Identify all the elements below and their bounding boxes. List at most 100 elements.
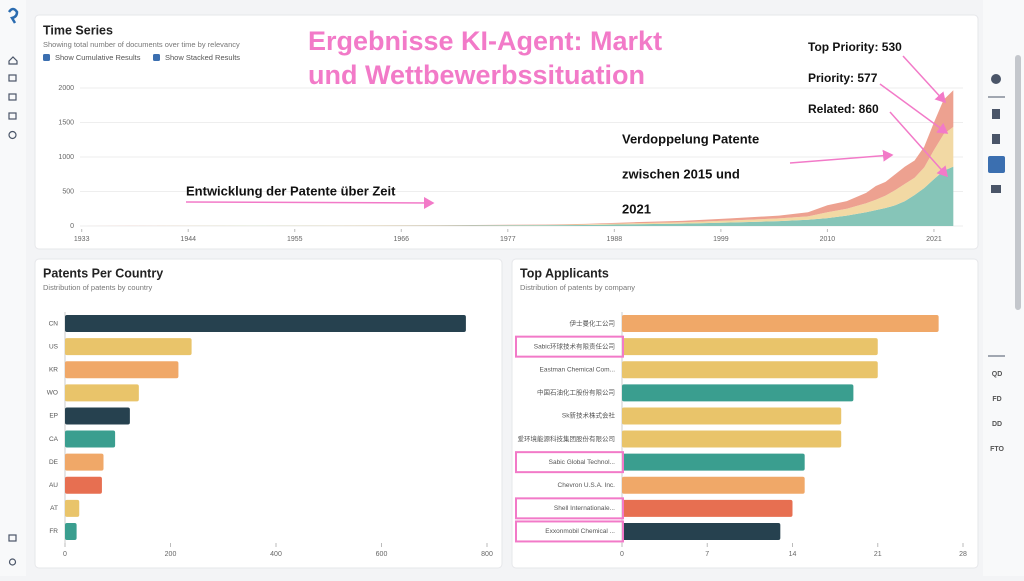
info-icon[interactable] [991,74,1001,84]
category-label: DE [49,459,59,466]
side-tab[interactable]: QD [992,371,1003,378]
bar [622,361,878,379]
x-tick-label: 800 [481,551,493,558]
bar [65,476,102,494]
bar [65,338,192,356]
x-tick-label: 0 [620,551,624,558]
side-tab[interactable]: FTO [990,446,1004,453]
highlight-box [515,451,624,474]
globe-icon[interactable] [8,130,17,140]
category-label: EP [49,413,58,420]
list-icon[interactable] [8,74,17,82]
bar [622,453,805,471]
x-tick-label: 2021 [926,236,942,243]
category-label: Shell Internationale... [554,505,615,512]
country-card [34,258,503,569]
x-tick-label: 200 [165,551,177,558]
category-label: CN [49,320,59,327]
x-tick-label: 2010 [820,236,836,243]
chart-title: Patents Per Country [43,266,163,280]
category-label: 伊士曼化工公司 [570,318,616,327]
check-doc-icon[interactable] [992,134,1000,144]
annotation: 2021 [622,201,651,216]
doc-icon[interactable] [992,109,1000,119]
side-tab[interactable]: DD [992,421,1002,428]
annotation: Verdoppelung Patente [622,131,759,146]
bar [622,522,781,540]
x-tick-label: 1955 [287,236,303,243]
highlight-box [515,520,624,543]
category-label: FR [49,528,58,535]
bar [65,384,139,402]
category-label: Sk新技术株式会社 [562,411,616,420]
y-tick-label: 2000 [58,85,74,92]
annotation: Top Priority: 530 [808,40,902,54]
annotation: Priority: 577 [808,71,878,85]
doc-icon[interactable] [8,93,17,101]
x-tick-label: 7 [705,551,709,558]
x-tick-label: 400 [270,551,282,558]
org-icon[interactable] [8,112,17,120]
area [81,166,954,226]
checkbox[interactable] [153,54,160,61]
scrollbar[interactable] [1015,55,1021,310]
x-tick-label: 21 [874,551,882,558]
x-tick-label: 1966 [393,236,409,243]
bar [65,522,77,540]
category-label: Chevron U.S.A. Inc. [558,482,616,489]
annotation: zwischen 2015 und [622,166,740,181]
x-tick-label: 1933 [74,236,90,243]
arrow [789,149,894,164]
category-label: WO [47,390,58,397]
arrow [879,83,949,134]
highlight-box [515,497,624,520]
category-label: CA [49,436,59,443]
chart-subtitle: Showing total number of documents over t… [43,40,240,49]
chat-icon[interactable] [991,185,1001,193]
logo[interactable] [7,7,19,24]
x-tick-label: 28 [959,551,967,558]
x-tick-label: 1977 [500,236,516,243]
chart-subtitle: Distribution of patents by company [520,283,635,292]
y-tick-label: 500 [62,188,74,195]
bar [622,338,878,356]
checkbox[interactable] [43,54,50,61]
time-series-card [34,14,979,250]
bar [622,499,793,517]
category-label: AU [49,482,58,489]
bar [622,430,842,448]
category-label: Sabic环球技术有限责任公司 [534,341,615,350]
analysis-icon-active[interactable] [988,156,1005,173]
category-label: 爱环境能源科技集团股份有限公司 [518,434,616,443]
bar [622,476,805,494]
home-icon[interactable] [8,56,18,65]
side-tab[interactable]: FD [992,396,1001,403]
bar [65,315,466,333]
bar [65,361,179,379]
x-tick-label: 14 [789,551,797,558]
headline: Ergebnisse KI-Agent: Markt [308,26,662,56]
checkbox-label: Show Cumulative Results [55,53,141,62]
category-label: US [49,343,59,350]
category-label: Sabic Global Technol... [549,459,616,466]
highlight-box [515,335,624,358]
x-tick-label: 1944 [180,236,196,243]
y-tick-label: 0 [70,223,74,230]
annotation: Related: 860 [808,102,879,116]
arrow [902,55,947,104]
exit-icon[interactable] [8,534,17,542]
left-sidebar [0,0,26,576]
category-label: 中国石油化工股份有限公司 [537,388,615,397]
checkbox-label: Show Stacked Results [165,53,240,62]
chart-title: Top Applicants [520,266,609,280]
bar [65,499,80,517]
user-icon[interactable] [8,558,17,566]
y-tick-label: 1000 [58,154,74,161]
category-label: Exxonmobil Chemical ... [545,528,615,535]
bar [65,453,104,471]
x-tick-label: 1999 [713,236,729,243]
category-label: AT [50,505,58,512]
chart-subtitle: Distribution of patents by country [43,283,152,292]
headline: und Wettbewerbssituation [308,60,645,90]
